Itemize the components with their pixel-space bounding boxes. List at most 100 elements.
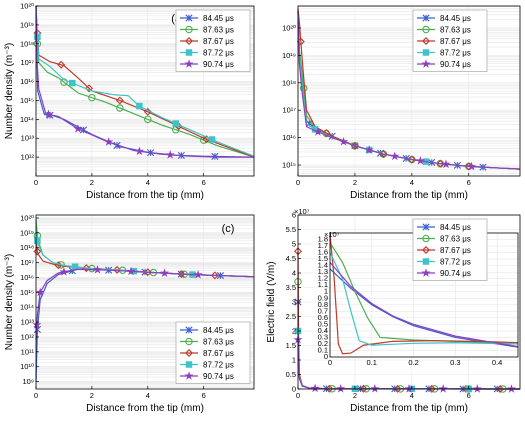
y-tick-label: 10¹⁶ [282, 133, 296, 142]
plot-frame [35, 214, 255, 390]
data-point [92, 265, 103, 274]
inset-y-tick-label: 0.1 [318, 345, 328, 354]
x-tick-label: 0 [296, 391, 300, 400]
data-point [85, 84, 94, 93]
data-point [73, 123, 83, 133]
data-point [126, 266, 136, 276]
plot-frame [297, 5, 521, 177]
legend-label: 90.74 μs [203, 60, 234, 69]
data-point [143, 107, 152, 116]
data-point [116, 104, 124, 112]
legend-box [175, 321, 251, 384]
y-tick-label: 10¹³ [21, 134, 35, 143]
x-tick-label: 6 [202, 178, 206, 187]
y-tick-label: 10¹³ [21, 318, 35, 327]
x-axis-label: Distance from the tip (mm) [350, 403, 468, 414]
y-tick-label: 10¹⁹ [20, 228, 34, 237]
inset-x-tick-label: 0 [328, 358, 332, 367]
data-point [210, 271, 219, 280]
inset-y-tick-label: 1.1 [318, 280, 328, 289]
data-point [136, 102, 143, 110]
y-tick-label: 10²⁰ [282, 23, 296, 32]
legend-marker [422, 246, 430, 254]
legend-marker [421, 268, 431, 277]
data-point [336, 383, 346, 393]
y-tick-label: 10¹² [21, 332, 35, 341]
data-point [69, 79, 76, 87]
data-point [407, 155, 416, 164]
inset-y-tick-label: 0.2 [318, 339, 328, 348]
x-tick-label: 0 [34, 178, 38, 187]
panel-1: 0 2 4 6 10¹⁵ 10¹⁶ 10¹⁷ 10¹⁸ 10¹⁹ 10²⁰ Distance fro… [282, 5, 521, 201]
legend-marker [185, 25, 193, 34]
panel-2: 0 2 4 6 10⁹ 10¹⁰ 10¹¹ 10¹² 10¹³ 10¹⁴ 10¹⁵ 10¹⁶ 10¹⁷ 1… [4, 213, 255, 414]
y-tick-label: 0 [292, 385, 296, 394]
series-line-3 [35, 5, 255, 157]
inset-x-tick-label: 0.4 [492, 358, 502, 367]
x-axis-label: Distance from the tip (mm) [86, 190, 204, 201]
legend-label: 87.67 μs [440, 37, 471, 46]
y-tick-label: 10¹⁷ [20, 58, 34, 67]
legend-label: 87.67 μs [203, 37, 234, 46]
legend-marker [422, 234, 430, 243]
inset-y-tick-label: 1.6 [318, 248, 328, 257]
data-point [35, 287, 45, 297]
inset-y-tick-label: 0.9 [318, 293, 328, 302]
data-point [160, 268, 170, 278]
data-point [177, 270, 186, 279]
y-tick-label: 2 [292, 327, 296, 336]
y-axis-label: Electric field (V/m) [266, 261, 277, 342]
x-tick-label: 0 [296, 178, 300, 187]
y-tick-label: 10¹⁷ [282, 106, 296, 115]
y-tick-label: 10¹⁹ [282, 51, 296, 60]
data-point [322, 129, 331, 138]
legend-label: 87.63 μs [203, 338, 234, 347]
inset-y-tick-label: 1.4 [318, 261, 328, 270]
y-tick-label: 10²⁰ [20, 213, 34, 222]
data-point [88, 93, 96, 102]
inset-y-tick-label: 0.8 [318, 300, 328, 309]
x-axis-label: Distance from the tip (mm) [86, 403, 204, 414]
data-point [172, 120, 179, 127]
data-point [299, 84, 308, 93]
x-tick-label: 6 [467, 391, 471, 400]
data-point [143, 268, 152, 277]
legend-label: 84.45 μs [440, 14, 471, 23]
y-tick-label: 10²⁰ [20, 2, 34, 11]
y-tick-label: 4 [292, 269, 296, 278]
inset-y-tick-label: 1.5 [318, 254, 328, 263]
legend-label: 84.45 μs [203, 14, 234, 23]
y-tick-label: 5.5 [286, 225, 296, 234]
legend-label: 87.67 μs [440, 246, 471, 255]
y-tick-label: 10¹⁷ [20, 258, 34, 267]
data-point [59, 267, 69, 276]
y-tick-label: 4.5 [286, 254, 296, 263]
y-tick-label: 10¹⁵ [20, 288, 34, 297]
x-tick-label: 4 [410, 178, 414, 187]
y-tick-label: 10¹⁸ [20, 39, 34, 48]
x-tick-label: 2 [353, 391, 357, 400]
inset-multiplier: ×10⁷ [324, 230, 340, 239]
y-tick-label: 10¹⁸ [282, 78, 296, 87]
data-point [193, 269, 203, 279]
legend-label: 90.74 μs [203, 372, 234, 381]
data-point [34, 237, 41, 245]
y-tick-label: 1.5 [286, 341, 296, 350]
y-tick-label: 5 [292, 240, 296, 249]
data-point [32, 319, 42, 329]
y-tick-label: 10¹² [21, 153, 35, 162]
legend-marker [422, 37, 430, 45]
x-tick-label: 2 [90, 178, 94, 187]
legend-label: 87.72 μs [203, 49, 234, 58]
data-point [441, 159, 451, 169]
legend: 84.45 μs 87.63 μs 87.67 μs 87.72 μs 90.74 μs [412, 9, 488, 72]
legend-marker [185, 49, 193, 56]
inset-y-tick-label: 0 [324, 352, 328, 361]
legend-label: 87.72 μs [440, 49, 471, 58]
panel-0: 0 2 4 6 10¹² 10¹³ 10¹⁴ 10¹⁵ 10¹⁶ 10¹⁷ 10¹⁸ 10¹⁹ 10²⁰… [4, 2, 255, 201]
y-tick-label: 10¹⁵ [282, 161, 296, 170]
series-line-4 [35, 268, 255, 340]
data-point [71, 263, 79, 271]
inset-y-tick-label: 0.5 [318, 319, 328, 328]
